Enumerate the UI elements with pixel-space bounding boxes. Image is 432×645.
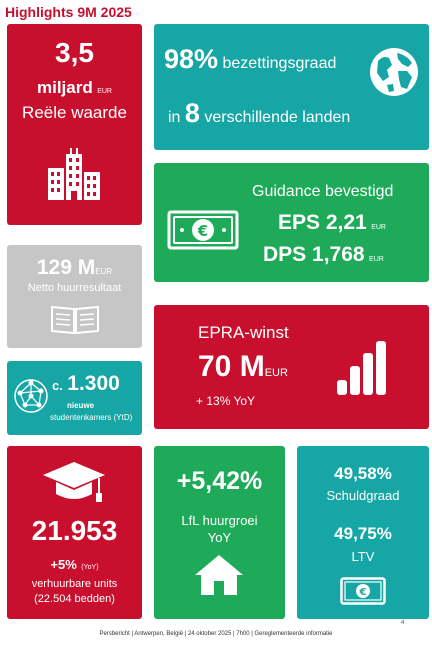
dps-line: DPS 1,768 EUR — [263, 243, 384, 266]
guidance-tile: Guidance bevestigd EPS 2,21 EUR DPS 1,76… — [154, 163, 429, 282]
ltv-value: 49,75% — [334, 524, 392, 543]
banknote-icon: € — [340, 577, 386, 605]
student-rooms-count: c. 1.300 — [52, 372, 120, 395]
rental-result-tile: 129 MEUR Netto huurresultaat — [7, 245, 142, 348]
banknote-icon: € — [167, 210, 239, 250]
student-rooms-line1: nieuwe — [67, 401, 95, 410]
epra-heading: EPRA-winst — [198, 323, 289, 342]
book-icon — [51, 305, 99, 335]
occupancy-line: 98% bezettingsgraad — [164, 44, 337, 74]
footer-text: Persbericht | Antwerpen, België | 24 okt… — [99, 631, 333, 637]
fair-value-label: Reële waarde — [22, 103, 127, 122]
svg-text:€: € — [359, 587, 367, 598]
debt-ratio-tile: 49,58% Schuldgraad 49,75% LTV € — [297, 446, 429, 619]
rentable-units-beds: (22.504 bedden) — [34, 593, 115, 605]
lfl-amount: +5,42% — [176, 467, 263, 495]
page-number: 4 — [401, 620, 405, 626]
network-icon — [14, 379, 48, 413]
graduation-cap-icon — [43, 462, 105, 502]
rental-result-label: Netto huurresultaat — [27, 282, 122, 294]
rental-result-amount: 129 MEUR — [36, 256, 113, 279]
student-rooms-line2: studentenkamers (YtD) — [50, 413, 133, 422]
student-rooms-tile: c. 1.300 nieuwe studentenkamers (YtD) — [7, 361, 142, 435]
svg-text:€: € — [197, 222, 208, 240]
eps-line: EPS 2,21 EUR — [278, 211, 386, 234]
rentable-units-growth: +5% (YoY) — [50, 557, 99, 572]
rentable-units-count: 21.953 — [31, 515, 118, 546]
bar-chart-icon — [337, 341, 386, 395]
house-icon — [195, 555, 243, 595]
lfl-label: LfL huurgroei — [181, 513, 258, 528]
rentable-units-tile: 21.953 +5% (YoY) verhuurbare units (22.5… — [7, 446, 142, 619]
countries-line: in 8 verschillende landen — [168, 98, 351, 128]
epra-amount: 70 MEUR — [198, 350, 288, 383]
page-title: Highlights 9M 2025 — [5, 4, 132, 20]
epra-earnings-tile: EPRA-winst 70 MEUR + 13% YoY — [154, 305, 429, 429]
fair-value-amount: 3,5 — [55, 37, 94, 68]
lfl-label-yoy: YoY — [207, 530, 232, 545]
buildings-icon — [48, 148, 100, 200]
fair-value-tile: 3,5 miljard EUR Reële waarde — [7, 24, 142, 225]
globe-icon — [370, 48, 418, 96]
epra-growth: + 13% YoY — [196, 394, 256, 408]
guidance-heading: Guidance bevestigd — [252, 183, 394, 200]
occupancy-tile: 98% bezettingsgraad in 8 verschillende l… — [154, 24, 429, 150]
fair-value-unit: miljard EUR — [37, 78, 112, 97]
debt-ratio-label: Schuldgraad — [326, 488, 400, 503]
debt-ratio-value: 49,58% — [334, 464, 392, 483]
rentable-units-label: verhuurbare units — [31, 578, 118, 590]
lfl-rent-growth-tile: +5,42% LfL huurgroei YoY — [154, 446, 285, 619]
ltv-label: LTV — [351, 549, 375, 564]
